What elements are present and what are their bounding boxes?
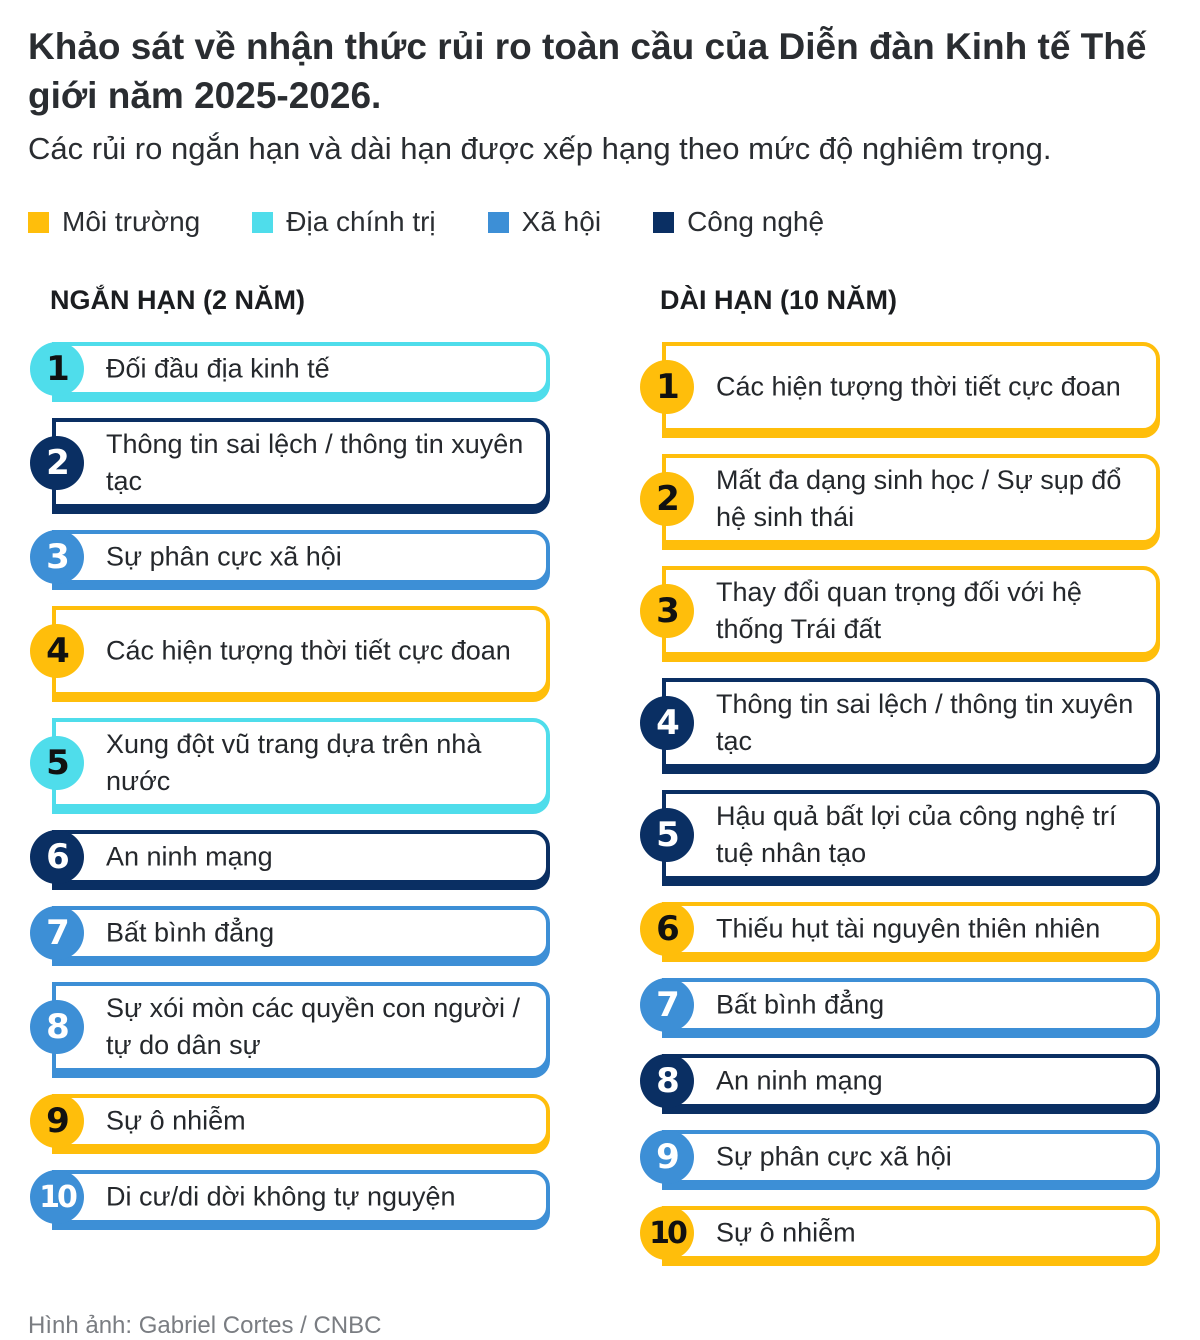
legend-item-technological: Công nghệ — [653, 206, 824, 238]
risk-card: 6 An ninh mạng — [30, 830, 550, 884]
risk-label: Các hiện tượng thời tiết cực đoan — [106, 635, 511, 666]
risk-label: Sự xói mòn các quyền con người / tự do d… — [106, 993, 521, 1060]
rank-badge: 3 — [30, 530, 84, 584]
risk-card: 4 Các hiện tượng thời tiết cực đoan — [30, 606, 550, 696]
legend-label: Xã hội — [521, 206, 602, 237]
risk-card: 8 An ninh mạng — [640, 1054, 1160, 1108]
image-credit: Hình ảnh: Gabriel Cortes / CNBC — [28, 1312, 382, 1339]
risk-card: 3 Sự phân cực xã hội — [30, 530, 550, 584]
risk-card: 9 Sự ô nhiễm — [30, 1094, 550, 1148]
risk-label: Sự phân cực xã hội — [106, 541, 342, 572]
rank-badge: 7 — [30, 906, 84, 960]
risk-label: Xung đột vũ trang dựa trên nhà nước — [106, 729, 482, 796]
rank-badge: 8 — [30, 1000, 84, 1054]
risk-label: Thiếu hụt tài nguyên thiên nhiên — [716, 913, 1101, 944]
legend-swatch-environmental — [28, 211, 49, 233]
risk-label: Hậu quả bất lợi của công nghệ trí tuệ nh… — [716, 801, 1117, 868]
rank-badge: 4 — [30, 624, 84, 678]
risk-card: 10 Sự ô nhiễm — [640, 1206, 1160, 1260]
legend-item-geopolitical: Địa chính trị — [252, 206, 436, 238]
rank-badge: 1 — [640, 360, 694, 414]
risk-card: 6 Thiếu hụt tài nguyên thiên nhiên — [640, 902, 1160, 956]
rank-badge: 10 — [640, 1206, 694, 1260]
risk-label: Mất đa dạng sinh học / Sự sụp đổ hệ sinh… — [716, 465, 1122, 532]
risk-label: Bất bình đẳng — [106, 917, 275, 948]
risk-card: 10 Di cư/di dời không tự nguyện — [30, 1170, 550, 1224]
rank-badge: 10 — [30, 1170, 84, 1224]
risk-card: 5 Hậu quả bất lợi của công nghệ trí tuệ n… — [640, 790, 1160, 880]
risk-card: 2 Thông tin sai lệch / thông tin xuyên tạ… — [30, 418, 550, 508]
legend-swatch-geopolitical — [252, 211, 274, 233]
page-subtitle: Các rủi ro ngắn hạn và dài hạn được xếp … — [28, 131, 1052, 166]
rank-badge: 8 — [640, 1054, 694, 1108]
legend-item-environmental: Môi trường — [28, 206, 200, 238]
legend-label: Địa chính trị — [286, 206, 436, 237]
risk-card: 5 Xung đột vũ trang dựa trên nhà nước — [30, 718, 550, 808]
risk-label: Đối đầu địa kinh tế — [106, 353, 330, 384]
risk-card: 2 Mất đa dạng sinh học / Sự sụp đổ hệ sin… — [640, 454, 1160, 544]
rank-badge: 9 — [30, 1094, 84, 1148]
rank-badge: 6 — [640, 902, 694, 956]
risk-card: 7 Bất bình đẳng — [640, 978, 1160, 1032]
risk-label: Thay đổi quan trọng đối với hệ thống Trá… — [716, 577, 1082, 644]
risk-label: Sự phân cực xã hội — [716, 1141, 952, 1172]
risk-card: 3 Thay đổi quan trọng đối với hệ thống Tr… — [640, 566, 1160, 656]
legend-item-societal: Xã hội — [487, 206, 602, 238]
risk-label: Sự ô nhiễm — [716, 1217, 856, 1248]
rank-badge: 9 — [640, 1130, 694, 1184]
risk-label: Sự ô nhiễm — [106, 1105, 246, 1136]
page-title: Khảo sát về nhận thức rủi ro toàn cầu củ… — [28, 26, 1147, 116]
risk-card: 4 Thông tin sai lệch / thông tin xuyên tạ… — [640, 678, 1160, 768]
rank-badge: 2 — [30, 436, 84, 490]
risk-label: Các hiện tượng thời tiết cực đoan — [716, 371, 1121, 402]
risk-label: An ninh mạng — [106, 841, 273, 872]
rank-badge: 7 — [640, 978, 694, 1032]
risk-card: 7 Bất bình đẳng — [30, 906, 550, 960]
legend-label: Công nghệ — [687, 206, 825, 237]
rank-badge: 4 — [640, 696, 694, 750]
rank-badge: 3 — [640, 584, 694, 638]
rank-badge: 6 — [30, 830, 84, 884]
legend-label: Môi trường — [62, 206, 201, 237]
risk-card: 1 Đối đầu địa kinh tế — [30, 342, 550, 396]
rank-badge: 5 — [30, 736, 84, 790]
risk-label: Thông tin sai lệch / thông tin xuyên tạc — [106, 429, 524, 496]
risk-label: Thông tin sai lệch / thông tin xuyên tạc — [716, 689, 1134, 756]
risk-label: Di cư/di dời không tự nguyện — [106, 1181, 456, 1212]
legend-swatch-societal — [487, 211, 509, 233]
risk-label: Bất bình đẳng — [716, 989, 885, 1020]
legend: Môi trường Địa chính trị Xã hội Công ngh… — [28, 203, 876, 241]
rank-badge: 1 — [30, 342, 84, 396]
risk-card: 9 Sự phân cực xã hội — [640, 1130, 1160, 1184]
long-term-heading: DÀI HẠN (10 NĂM) — [660, 285, 898, 315]
risk-card: 8 Sự xói mòn các quyền con người / tự do … — [30, 982, 550, 1072]
rank-badge: 5 — [640, 808, 694, 862]
risk-card: 1 Các hiện tượng thời tiết cực đoan — [640, 342, 1160, 432]
risk-label: An ninh mạng — [716, 1065, 883, 1096]
legend-swatch-technological — [653, 211, 675, 233]
rank-badge: 2 — [640, 472, 694, 526]
short-term-heading: NGẮN HẠN (2 NĂM) — [50, 285, 305, 315]
